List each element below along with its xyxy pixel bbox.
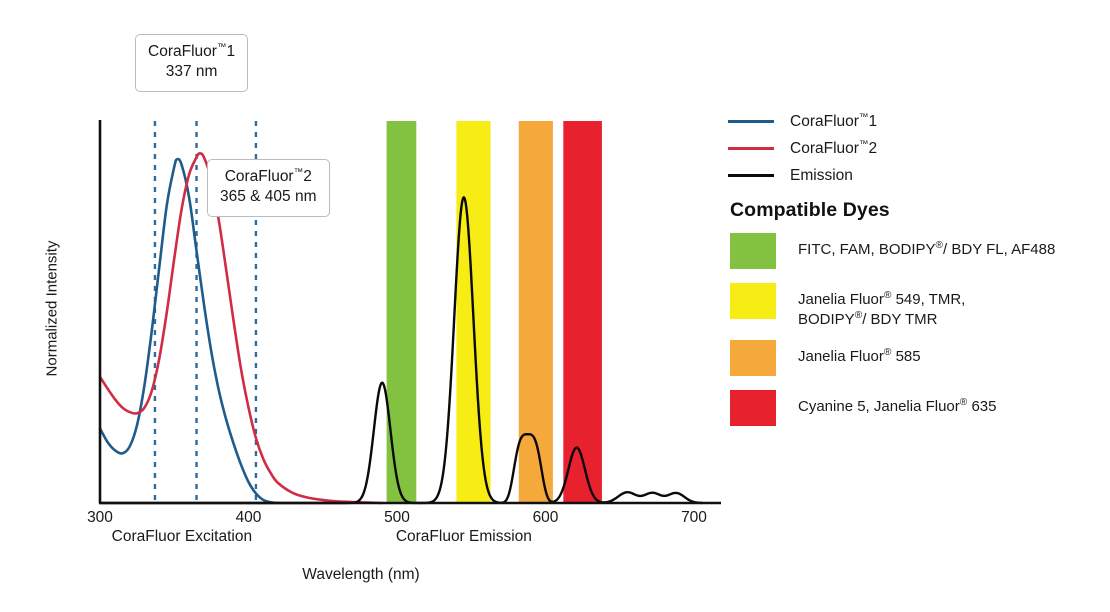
annotation-corafluor2: CoraFluor™2 365 & 405 nm bbox=[207, 159, 330, 217]
dye-item-1: FITC, FAM, BODIPY®/ BDY FL, AF488 bbox=[730, 233, 1105, 269]
annotation-corafluor2-line2: 365 & 405 nm bbox=[220, 188, 317, 206]
dye-color-swatch bbox=[730, 283, 776, 319]
x-tick-label-300: 300 bbox=[87, 509, 113, 526]
dye-color-swatch bbox=[730, 233, 776, 269]
dye-item-3: Janelia Fluor® 585 bbox=[730, 339, 1105, 376]
annotation-corafluor1: CoraFluor™1 337 nm bbox=[135, 34, 249, 92]
legend-item-label: CoraFluor™1 bbox=[790, 111, 878, 130]
dye-color-swatch bbox=[730, 389, 776, 426]
x-tick-label-400: 400 bbox=[235, 509, 262, 526]
series-legend: CoraFluor™1 CoraFluor™2 Emission bbox=[728, 108, 1100, 189]
axis-region-label-emission: CoraFluor Emission bbox=[395, 528, 532, 545]
compatible-dyes-list: FITC, FAM, BODIPY®/ BDY FL, AF488 Janelia… bbox=[730, 233, 1105, 440]
curve-corafluor1 bbox=[98, 157, 280, 505]
x-tick-label-500: 500 bbox=[384, 509, 410, 526]
x-tick-label-600: 600 bbox=[532, 509, 559, 526]
legend-item-2: CoraFluor™2 bbox=[728, 135, 1100, 162]
axis-region-label-excitation: CoraFluor Excitation bbox=[111, 528, 253, 545]
x-tick-label-700: 700 bbox=[681, 509, 707, 526]
dye-item-label: Janelia Fluor® 549, TMR, BODIPY®/ BDY TMR bbox=[798, 290, 966, 328]
dye-item-label: FITC, FAM, BODIPY®/ BDY FL, AF488 bbox=[798, 240, 1056, 258]
legend-line-swatch bbox=[728, 147, 774, 150]
dye-item-4: Cyanine 5, Janelia Fluor® 635 bbox=[730, 389, 1105, 426]
filter-band-red-band bbox=[563, 121, 602, 503]
compatible-dyes-heading: Compatible Dyes bbox=[730, 199, 890, 221]
dye-color-swatch bbox=[730, 339, 776, 376]
legend-item-label: Emission bbox=[790, 166, 853, 184]
annotation-corafluor1-line2: 337 nm bbox=[165, 63, 218, 81]
legend-item-3: Emission bbox=[728, 162, 1100, 189]
legend-line-swatch bbox=[728, 174, 774, 177]
y-axis-title: Normalized Intensity bbox=[43, 240, 61, 377]
dye-item-label: Janelia Fluor® 585 bbox=[798, 346, 921, 365]
annotation-corafluor1-line1: CoraFluor™1 bbox=[148, 41, 236, 60]
legend-item-label: CoraFluor™2 bbox=[790, 138, 878, 157]
dye-item-2: Janelia Fluor® 549, TMR, BODIPY®/ BDY TMR bbox=[730, 283, 1105, 330]
annotation-corafluor2-line1: CoraFluor™2 bbox=[224, 166, 312, 185]
legend-line-swatch bbox=[728, 120, 774, 123]
filter-band-green-band bbox=[386, 121, 417, 503]
dye-item-label: Cyanine 5, Janelia Fluor® 635 bbox=[798, 396, 997, 415]
legend-item-1: CoraFluor™1 bbox=[728, 108, 1100, 135]
x-axis-title: Wavelength (nm) bbox=[302, 566, 420, 583]
